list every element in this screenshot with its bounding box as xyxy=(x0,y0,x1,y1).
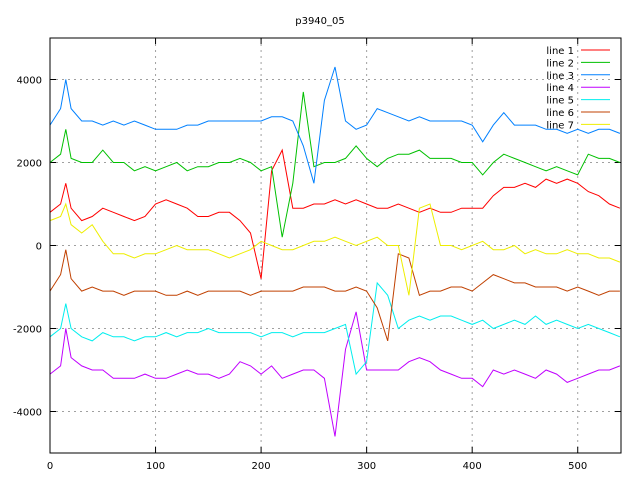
chart-title: p3940_05 xyxy=(295,16,345,27)
legend-label: line 5 xyxy=(546,96,574,107)
y-tick-label: 4000 xyxy=(17,76,42,87)
series-line-3 xyxy=(49,66,621,184)
series-line-7 xyxy=(49,202,621,296)
y-tick-label: -4000 xyxy=(13,408,42,419)
x-tick-label: 300 xyxy=(357,461,376,472)
x-tick-label: 0 xyxy=(47,461,53,472)
series-line-2 xyxy=(49,91,621,238)
series-line-5 xyxy=(49,281,621,376)
series-line-1 xyxy=(49,148,621,279)
legend-label: line 6 xyxy=(546,108,574,119)
x-tick-label: 400 xyxy=(463,461,482,472)
series-line-6 xyxy=(49,249,620,342)
legend-label: line 2 xyxy=(546,58,574,69)
y-tick-label: 2000 xyxy=(17,159,42,170)
y-tick-label: 0 xyxy=(36,242,42,253)
legend-label: line 3 xyxy=(546,71,574,82)
series-lines xyxy=(49,66,621,437)
grid xyxy=(50,38,621,453)
axis-ticks: 0 100 200 300 400 500 -4000 -2000 0 2000 4000 xyxy=(13,38,621,472)
series-line-4 xyxy=(49,311,621,437)
x-tick-label: 200 xyxy=(252,461,271,472)
y-tick-label: -2000 xyxy=(13,325,42,336)
legend-label: line 4 xyxy=(546,83,574,94)
legend-label: line 1 xyxy=(546,46,574,57)
x-tick-label: 100 xyxy=(146,461,165,472)
plot-frame xyxy=(49,37,622,454)
x-tick-label: 500 xyxy=(568,461,587,472)
legend-label: line 7 xyxy=(546,120,574,131)
